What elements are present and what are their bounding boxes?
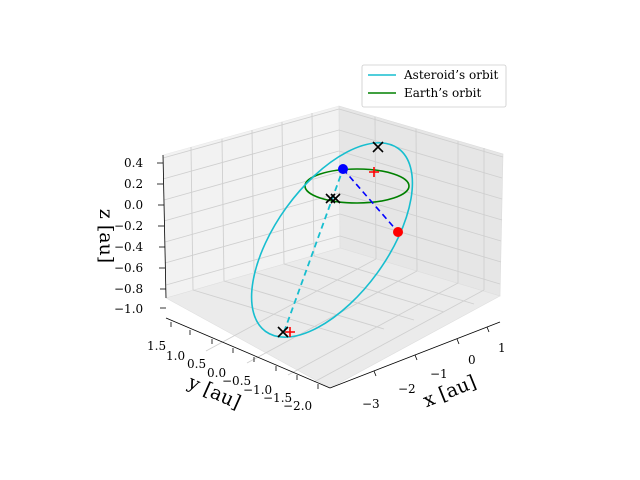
y-tick-label: −2.0 [283,399,312,413]
x-tick-label: −1 [430,367,448,381]
z-tick-label: −0.2 [114,219,143,233]
cross-marker [277,326,289,338]
cross-marker [330,193,341,204]
y-tick-label: −1.0 [243,383,272,397]
z-tick-label: 0.0 [124,198,143,212]
y-tick-label: 0.5 [187,357,206,371]
x-tick-label: −2 [398,382,416,396]
plus-marker [285,327,295,337]
z-tick-label: −1.0 [114,302,143,316]
x-tick-label: 1 [498,341,506,355]
x-tick-label: −3 [362,397,380,411]
asteroid-orbit-line [250,142,414,338]
z-tick-label: −0.8 [114,282,143,296]
y-tick-label: 0.0 [207,366,226,380]
y-tick-label: 1.0 [166,349,185,363]
x-tick-label: 0 [468,353,476,367]
earth-position-point [338,164,348,174]
x-axis-ticks [373,326,490,377]
x-axis-label: x [au] [420,371,479,412]
legend: Asteroid’s orbit Earth’s orbit [361,64,507,108]
legend-label-earth: Earth’s orbit [404,86,481,100]
y-axis-ticks [170,322,319,389]
y-tick-label: 1.5 [147,339,166,353]
z-tick-label: 0.4 [124,156,143,170]
legend-label-asteroid: Asteroid’s orbit [403,68,498,82]
cross-marker [372,141,384,153]
y-tick-label: −0.5 [222,374,251,388]
y-tick-label: −1.5 [263,391,292,405]
earth-orbit-line [304,168,410,204]
asteroid-position-point [393,227,403,237]
blue-dashed-connector [342,168,399,233]
z-axis-label: z [au] [95,209,117,263]
plus-markers [285,167,379,337]
z-axis-ticks [157,162,166,309]
z-tick-label: −0.4 [114,240,144,254]
plus-marker [369,167,379,177]
z-tick-label: −0.6 [114,261,143,275]
cross-markers [277,141,384,338]
z-tick-label: 0.2 [124,177,143,191]
